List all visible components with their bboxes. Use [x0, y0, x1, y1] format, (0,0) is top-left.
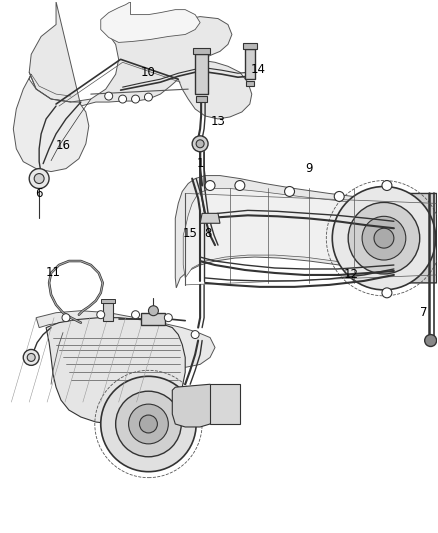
Polygon shape — [245, 50, 255, 79]
Circle shape — [205, 181, 215, 190]
Polygon shape — [101, 2, 200, 43]
Circle shape — [34, 174, 44, 183]
Text: 6: 6 — [35, 187, 43, 200]
Text: 12: 12 — [344, 269, 359, 281]
Circle shape — [129, 404, 168, 444]
Circle shape — [62, 314, 70, 321]
Circle shape — [97, 311, 105, 319]
Circle shape — [164, 314, 172, 321]
Polygon shape — [172, 384, 215, 427]
Circle shape — [27, 353, 35, 361]
Text: 15: 15 — [183, 227, 198, 240]
Polygon shape — [210, 384, 240, 424]
Circle shape — [131, 95, 140, 103]
Text: 16: 16 — [56, 139, 71, 152]
Circle shape — [334, 191, 344, 201]
Polygon shape — [29, 2, 252, 119]
Circle shape — [101, 376, 196, 472]
Polygon shape — [175, 175, 437, 288]
Polygon shape — [243, 43, 257, 50]
Circle shape — [145, 93, 152, 101]
Circle shape — [148, 306, 159, 316]
Polygon shape — [13, 74, 89, 172]
Text: 10: 10 — [141, 66, 156, 79]
Circle shape — [425, 335, 437, 346]
Circle shape — [332, 187, 436, 290]
Circle shape — [119, 95, 127, 103]
Text: 1: 1 — [196, 157, 204, 170]
Polygon shape — [195, 54, 208, 94]
Circle shape — [382, 288, 392, 298]
Polygon shape — [103, 303, 113, 321]
Text: 11: 11 — [46, 266, 60, 279]
Circle shape — [191, 330, 199, 338]
Text: 7: 7 — [420, 306, 427, 319]
Circle shape — [23, 350, 39, 365]
Circle shape — [192, 136, 208, 152]
Circle shape — [285, 187, 294, 197]
Circle shape — [196, 140, 204, 148]
Polygon shape — [36, 311, 215, 367]
Circle shape — [235, 181, 245, 190]
Polygon shape — [46, 318, 185, 424]
Circle shape — [105, 92, 113, 100]
Circle shape — [348, 203, 420, 274]
Circle shape — [140, 415, 157, 433]
Polygon shape — [200, 213, 220, 223]
Text: 14: 14 — [250, 63, 265, 76]
Text: 8: 8 — [205, 227, 212, 240]
Polygon shape — [183, 189, 434, 278]
Polygon shape — [196, 96, 207, 102]
Circle shape — [374, 228, 394, 248]
Polygon shape — [193, 49, 210, 54]
Circle shape — [362, 216, 406, 260]
Circle shape — [131, 311, 140, 319]
Circle shape — [116, 391, 181, 457]
Polygon shape — [394, 193, 437, 283]
Text: 13: 13 — [211, 116, 226, 128]
Polygon shape — [141, 313, 165, 325]
Text: 9: 9 — [306, 162, 313, 175]
Circle shape — [29, 168, 49, 189]
Circle shape — [382, 181, 392, 190]
Polygon shape — [101, 299, 115, 303]
Polygon shape — [246, 81, 254, 86]
